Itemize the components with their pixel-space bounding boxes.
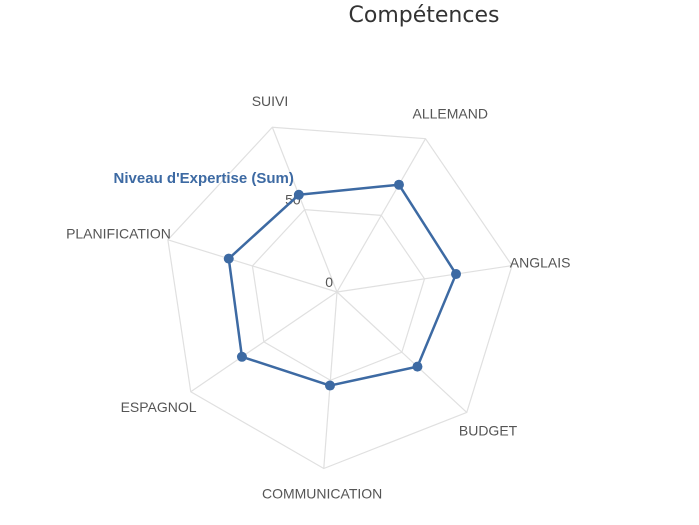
category-label-budget: BUDGET	[459, 422, 518, 438]
chart-title: Compétences	[349, 3, 500, 28]
category-label-espagnol: ESPAGNOL	[121, 399, 197, 415]
radial-tick-labels: 050	[285, 192, 333, 290]
spoke-communication	[323, 291, 338, 469]
category-label-planification: PLANIFICATION	[66, 225, 171, 241]
category-label-suivi: SUIVI	[252, 93, 289, 109]
data-point-espagnol[interactable]	[236, 351, 247, 362]
data-point-anglais[interactable]	[451, 269, 462, 280]
spoke-allemand	[336, 138, 427, 293]
series-layer: Niveau d'Expertise (Sum)	[114, 170, 462, 391]
data-point-budget[interactable]	[412, 361, 423, 372]
category-labels: ALLEMAND ANGLAIS BUDGET COMMUNICATION ESPAGN…	[66, 93, 570, 502]
spoke-espagnol	[190, 291, 338, 393]
category-label-anglais: ANGLAIS	[510, 254, 571, 270]
category-label-communication: COMMUNICATION	[262, 485, 382, 501]
data-point-communication[interactable]	[324, 380, 335, 391]
data-point-planification[interactable]	[223, 253, 234, 264]
series-label: Niveau d'Expertise (Sum)	[114, 170, 294, 187]
data-point-allemand[interactable]	[393, 179, 404, 190]
category-label-allemand: ALLEMAND	[413, 106, 488, 122]
spoke-planification	[167, 239, 338, 293]
spoke-anglais	[336, 265, 513, 293]
tick-label-0: 0	[325, 274, 333, 290]
data-point-suivi[interactable]	[293, 189, 304, 200]
radar-grid	[167, 126, 513, 470]
series-line-0	[227, 183, 458, 387]
grid-ring-2	[167, 126, 513, 470]
spoke-budget	[336, 291, 468, 413]
grid-ring-1	[251, 208, 426, 381]
spoke-suivi	[271, 127, 338, 293]
